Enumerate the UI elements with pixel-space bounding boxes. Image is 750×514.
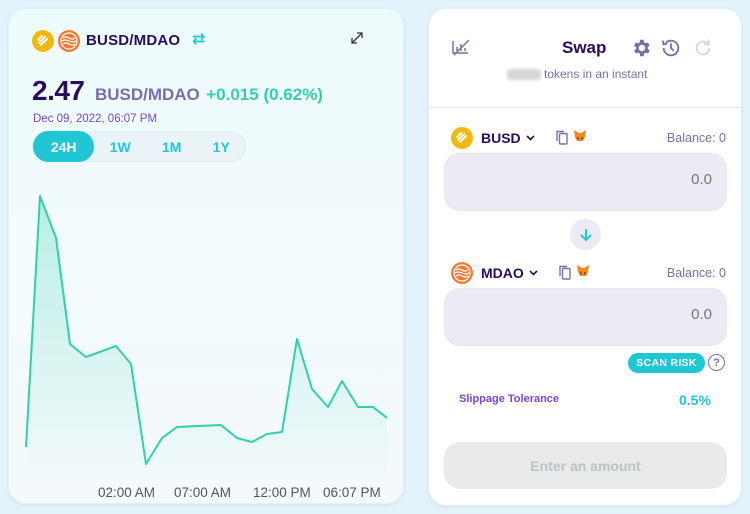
enter-amount-button[interactable]: Enter an amount <box>444 442 727 489</box>
x-axis-label: 07:00 AM <box>174 485 232 500</box>
header-divider <box>429 107 741 108</box>
price-change: +0.015 (0.62%) <box>206 85 323 104</box>
chevron-down-icon <box>526 135 535 141</box>
chart-off-icon[interactable] <box>451 38 471 61</box>
swap-direction-icon[interactable]: ⇄ <box>192 31 206 48</box>
refresh-icon[interactable] <box>692 37 714 64</box>
from-token-symbol: BUSD <box>481 130 521 146</box>
to-amount-box <box>444 288 727 346</box>
busd-coin-icon <box>32 30 54 52</box>
scan-risk-button[interactable]: SCAN RISK <box>628 353 705 373</box>
swap-card: Swap tokens in an instant BUSD Balance: … <box>428 8 742 506</box>
metamask-icon[interactable] <box>576 264 590 281</box>
tab-24h[interactable]: 24H <box>33 131 95 162</box>
tab-1m[interactable]: 1M <box>161 138 182 155</box>
copy-icon[interactable] <box>556 130 568 150</box>
metamask-icon[interactable] <box>573 129 587 146</box>
price-chart-card: BUSD/MDAO ⇄ 2.47 BUSD/MDAO +0.015 (0.62%… <box>8 8 404 504</box>
x-axis-label: 02:00 AM <box>98 485 156 500</box>
swap-subtitle: tokens in an instant <box>507 67 647 81</box>
price-timestamp: Dec 09, 2022, 06:07 PM <box>33 113 158 125</box>
history-icon[interactable] <box>660 37 682 64</box>
slippage-value[interactable]: 0.5% <box>679 392 711 408</box>
mdao-coin-icon <box>451 262 473 284</box>
tab-1y[interactable]: 1Y <box>212 138 230 155</box>
x-axis-label: 12:00 PM <box>253 485 311 500</box>
chart-area-fill <box>26 196 387 471</box>
copy-icon[interactable] <box>559 265 571 285</box>
redacted-word <box>507 69 541 81</box>
x-axis-label: 06:07 PM <box>323 485 381 500</box>
pair-title: BUSD/MDAO <box>86 32 181 49</box>
swap-title: Swap <box>562 38 607 57</box>
timeframe-tabs: 24H 1W 1M 1Y <box>32 131 246 162</box>
chart-line <box>25 195 388 465</box>
from-token-selector[interactable]: BUSD <box>481 130 535 146</box>
arrow-down-icon <box>580 228 591 241</box>
gear-icon[interactable] <box>630 37 652 64</box>
tab-1w[interactable]: 1W <box>109 138 131 155</box>
from-amount-input[interactable] <box>512 171 712 188</box>
price-line-chart[interactable] <box>1 1 411 511</box>
price-pair-label: BUSD/MDAO <box>94 85 200 104</box>
slippage-label: Slippage Tolerance <box>459 393 560 405</box>
help-icon[interactable]: ? <box>708 354 725 371</box>
from-amount-box <box>444 153 727 211</box>
busd-coin-icon <box>451 127 473 149</box>
switch-tokens-button[interactable] <box>570 219 601 250</box>
to-balance: Balance: 0 <box>666 266 726 280</box>
chevron-down-icon <box>529 270 538 276</box>
to-token-symbol: MDAO <box>481 265 524 281</box>
current-price: 2.47 <box>32 75 85 106</box>
to-amount-input[interactable] <box>512 306 712 323</box>
expand-icon[interactable] <box>350 31 364 48</box>
from-balance: Balance: 0 <box>666 131 726 145</box>
to-token-selector[interactable]: MDAO <box>481 265 538 281</box>
price-row: 2.47 BUSD/MDAO +0.015 (0.62%) <box>32 75 323 107</box>
mdao-coin-icon <box>58 30 80 52</box>
